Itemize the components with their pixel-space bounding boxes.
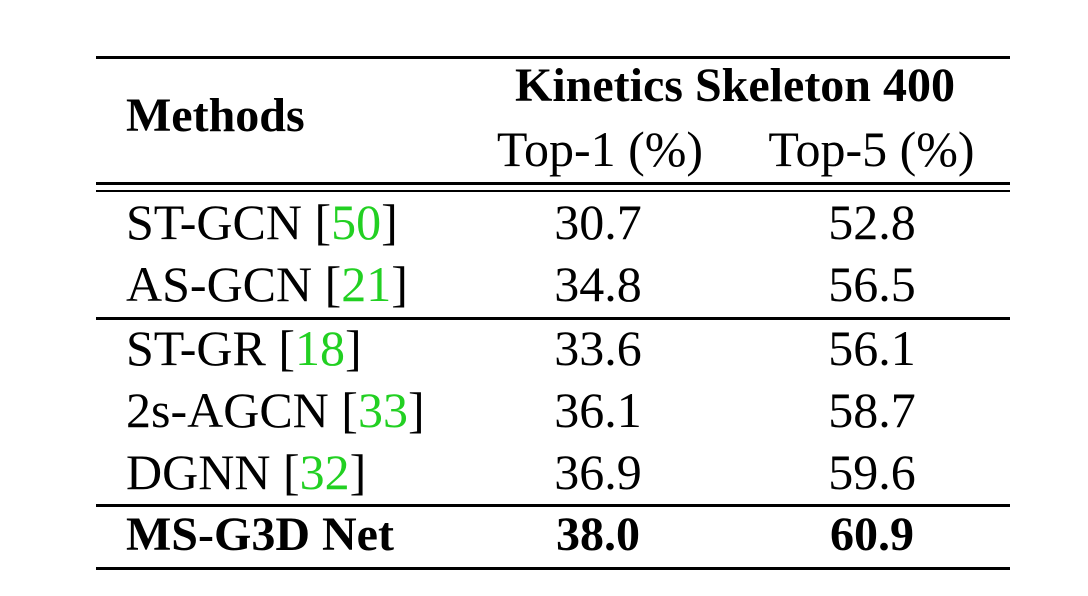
table-row-method: MS-G3D Net	[126, 511, 394, 559]
top1-value: 36.1	[554, 382, 642, 438]
top5-value: 60.9	[830, 508, 914, 561]
methods-header: Methods	[126, 89, 305, 142]
top5-value: 59.6	[828, 444, 916, 500]
table-row-method: AS-GCN [21]	[126, 256, 408, 312]
top1-value: 36.9	[554, 444, 642, 500]
method-name: ST-GR	[126, 320, 266, 376]
top5-value: 56.1	[828, 320, 916, 376]
citation-link[interactable]: 50	[331, 194, 382, 250]
dataset-group-header: Kinetics Skeleton 400	[515, 59, 955, 112]
top5-value: 58.7	[828, 382, 916, 438]
top1-value: 30.7	[554, 194, 642, 250]
citation-link[interactable]: 21	[341, 256, 392, 312]
method-name: DGNN	[126, 444, 271, 500]
top1-value: 34.8	[554, 256, 642, 312]
section-rule	[96, 504, 1010, 507]
citation-link[interactable]: 32	[299, 444, 350, 500]
top-rule	[96, 56, 1010, 59]
method-name: MS-G3D Net	[126, 508, 394, 561]
bottom-rule	[96, 567, 1010, 570]
top5-value: 56.5	[828, 256, 916, 312]
top1-header: Top-1 (%)	[496, 121, 704, 177]
top5-header: Top-5 (%)	[768, 121, 975, 177]
top5-value: 52.8	[828, 194, 916, 250]
method-name: ST-GCN	[126, 194, 302, 250]
method-name: AS-GCN	[126, 256, 313, 312]
citation-link[interactable]: 33	[357, 382, 408, 438]
header-double-rule-lower	[96, 190, 1010, 192]
header-double-rule-upper	[96, 182, 1010, 185]
citation-link[interactable]: 18	[295, 320, 346, 376]
table-row-method: ST-GR [18]	[126, 320, 362, 376]
top1-value: 33.6	[554, 320, 642, 376]
method-name: 2s-AGCN	[126, 382, 329, 438]
table-row-method: ST-GCN [50]	[126, 194, 398, 250]
table-row-method: DGNN [32]	[126, 444, 367, 500]
table-row-method: 2s-AGCN [33]	[126, 382, 425, 438]
section-rule	[96, 317, 1010, 320]
top1-value: 38.0	[556, 508, 640, 561]
